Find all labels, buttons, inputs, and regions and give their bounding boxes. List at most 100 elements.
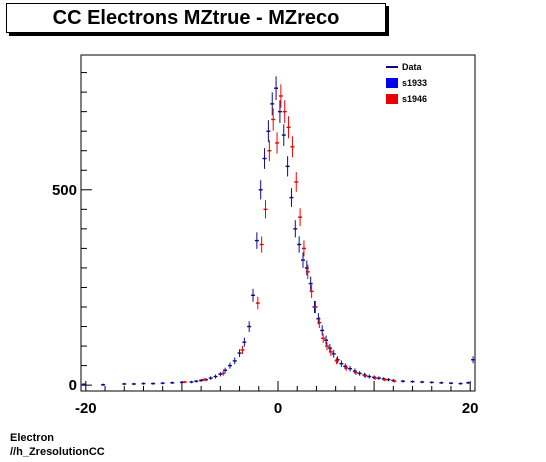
data-point [297, 236, 302, 253]
data-point [254, 232, 259, 249]
data-point [392, 379, 397, 383]
data-point [429, 381, 434, 384]
series-data [81, 76, 476, 386]
data-point [439, 381, 444, 384]
data-point [240, 345, 245, 355]
data-point [170, 381, 175, 384]
y-tick-label: 0 [69, 377, 77, 394]
legend-label: Data [402, 62, 423, 72]
data-point [301, 240, 306, 257]
data-point [448, 382, 453, 385]
data-point [267, 140, 272, 162]
data-point [81, 383, 86, 386]
data-point [242, 337, 247, 347]
data-point [400, 379, 405, 383]
data-point [266, 120, 271, 143]
data-point [247, 321, 252, 332]
data-point [471, 356, 476, 364]
data-point [218, 371, 223, 377]
data-point [282, 100, 287, 124]
legend-swatch-box [386, 94, 398, 104]
data-point [277, 100, 282, 124]
data-point [317, 317, 322, 329]
data-point [309, 284, 314, 299]
data-point [182, 380, 187, 384]
data-point [208, 376, 213, 380]
data-point [382, 378, 387, 382]
data-point [237, 349, 242, 357]
data-point [221, 371, 226, 376]
x-tick-label: 0 [274, 400, 282, 417]
data-point [290, 136, 295, 158]
data-point [202, 378, 207, 382]
data-point [262, 148, 267, 169]
data-point [151, 382, 156, 385]
data-point [213, 374, 218, 379]
data-point [324, 335, 329, 345]
data-point [274, 76, 279, 101]
data-point [410, 380, 415, 383]
data-point [271, 108, 276, 131]
data-point [458, 382, 463, 385]
data-point [308, 276, 313, 291]
x-tick-label: -20 [75, 400, 97, 417]
data-point [255, 296, 260, 310]
legend-swatch-box [386, 78, 398, 88]
data-point [259, 236, 264, 253]
data-point [420, 380, 425, 384]
data-point [298, 208, 303, 227]
data-point [339, 360, 344, 367]
data-point [263, 200, 268, 219]
footer-line-2: //h_ZresolutionCC [10, 446, 105, 458]
legend-label: s1946 [402, 94, 427, 104]
data-point [293, 220, 298, 238]
data-point [194, 379, 199, 383]
data-point [289, 188, 294, 208]
footer-line-1: Electron [10, 432, 55, 444]
data-point [376, 376, 381, 380]
data-point [363, 373, 368, 378]
data-point [251, 288, 256, 302]
data-point [101, 383, 106, 386]
x-tick-label: 20 [462, 400, 479, 417]
data-point [281, 124, 286, 146]
data-point [334, 357, 339, 365]
data-point [320, 325, 325, 336]
data-point [232, 357, 237, 365]
data-point [344, 365, 349, 371]
data-point [160, 382, 165, 385]
data-point [305, 264, 310, 280]
data-point [357, 371, 362, 376]
data-point [270, 92, 275, 116]
data-point [285, 156, 290, 177]
data-point [386, 378, 391, 382]
data-point [328, 347, 333, 356]
data-point [367, 374, 372, 379]
data-point [199, 378, 204, 382]
data-point [325, 341, 330, 351]
data-point [278, 84, 283, 108]
axis-ticks: -20 0 20 0 500 [52, 72, 479, 417]
data-point [189, 380, 194, 384]
data-point [275, 132, 280, 154]
data-point [286, 116, 291, 139]
data-point [131, 382, 136, 386]
data-point [348, 365, 353, 372]
data-marks [81, 76, 476, 386]
series-s1946 [182, 84, 397, 384]
data-point [122, 382, 127, 386]
data-point [227, 362, 232, 369]
data-point [141, 382, 146, 385]
chart-title: CC Electrons MZtrue - MZreco [6, 3, 386, 33]
legend: Data s1933 s1946 [383, 58, 469, 110]
data-point [466, 381, 471, 384]
data-point [353, 370, 358, 376]
legend-label: s1933 [402, 78, 427, 88]
data-point [321, 333, 326, 343]
data-point [294, 172, 299, 192]
data-point [300, 252, 305, 268]
data-point [313, 300, 318, 314]
y-tick-label: 500 [52, 182, 77, 199]
data-point [258, 180, 263, 200]
